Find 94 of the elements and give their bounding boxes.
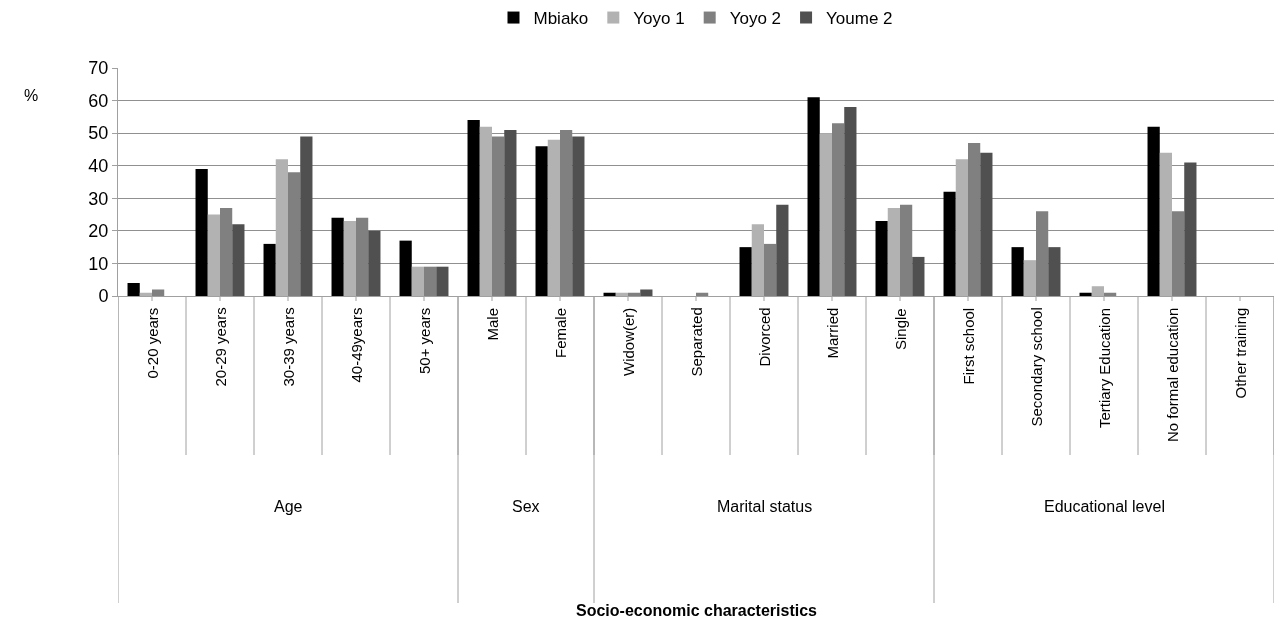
bar [1172, 211, 1185, 296]
y-tick-label: 10 [88, 253, 109, 274]
bar [152, 289, 165, 296]
bar [1184, 162, 1197, 296]
x-tick-label: 30-39 years [279, 307, 297, 387]
bar [343, 221, 356, 296]
bar [1147, 126, 1160, 296]
bar [195, 168, 208, 296]
bar [300, 136, 313, 296]
bar [436, 266, 449, 296]
bar [1011, 247, 1024, 296]
y-tick-label: 50 [88, 123, 109, 144]
bar [980, 152, 993, 296]
bar [819, 133, 832, 296]
x-tick-label: Divorced [755, 307, 773, 367]
bar [399, 240, 412, 296]
x-tick-label: Single [892, 308, 909, 350]
bar [424, 266, 437, 296]
bar [764, 243, 777, 296]
bar [615, 292, 628, 296]
y-tick-label: 40 [88, 156, 109, 177]
bar [220, 208, 233, 296]
bar [900, 204, 913, 296]
bar [751, 224, 764, 296]
x-tick-label: First school [959, 307, 977, 385]
bar [912, 256, 925, 296]
x-tick-label: Tertiary Education [1096, 307, 1113, 428]
x-tick-label: Married [823, 307, 841, 359]
bar [331, 217, 344, 296]
bar [603, 292, 616, 296]
bar [628, 292, 641, 296]
text: Marital status [717, 498, 813, 515]
bar [1091, 286, 1104, 296]
bar [232, 224, 245, 296]
y-tick-label: 20 [88, 221, 109, 242]
bar [1159, 152, 1172, 296]
bar [955, 159, 968, 296]
bar [356, 217, 369, 296]
bar [467, 120, 480, 296]
bar [640, 289, 653, 296]
bar [875, 221, 888, 296]
bar [1079, 292, 1092, 296]
bar [411, 266, 424, 296]
bar [696, 292, 709, 296]
bar [479, 126, 492, 296]
y-tick-label: 0 [98, 286, 109, 307]
bar [288, 172, 301, 296]
bar [776, 204, 789, 296]
bar [887, 208, 900, 296]
bar [504, 129, 517, 296]
x-tick-label: No formal education [1164, 307, 1181, 442]
text: Socio-economic characteristics [576, 602, 818, 619]
bar [535, 146, 548, 296]
bar [844, 107, 857, 296]
y-axis-title: % [24, 87, 39, 104]
legend-label: Yoyo 2 [729, 9, 782, 29]
bar [547, 139, 560, 296]
bar [1104, 292, 1117, 296]
bar [127, 282, 140, 296]
x-tick-label: 40-49years [347, 307, 365, 383]
bar [1023, 260, 1036, 296]
legend-label: Youme 2 [826, 9, 893, 29]
bar [1036, 211, 1049, 296]
bar [560, 129, 573, 296]
bar [943, 191, 956, 296]
x-tick-label: Separated [687, 307, 705, 377]
text: Sex [512, 498, 540, 515]
x-tick-label: 0-20 years [143, 307, 161, 379]
x-tick-label: 20-29 years [211, 307, 229, 387]
x-tick-label: Male [483, 307, 501, 341]
bar [263, 243, 276, 296]
x-tick-label: Female [552, 307, 569, 358]
x-tick-label: Secondary school [1027, 307, 1045, 427]
bar [492, 136, 505, 296]
bar [368, 230, 381, 296]
text: Age [274, 498, 303, 515]
x-tick-label: Widow(er) [620, 307, 637, 376]
x-tick-label: Other training [1231, 307, 1249, 399]
bar [807, 97, 820, 296]
legend-label: Yoyo 1 [633, 9, 685, 29]
legend-label: Mbiako [533, 9, 589, 29]
bar [832, 123, 845, 296]
x-tick-label: 50+ years [416, 307, 433, 374]
y-tick-label: 70 [88, 58, 109, 79]
bar [207, 214, 220, 296]
bar [275, 159, 288, 296]
bar [572, 136, 585, 296]
y-tick-label: 30 [88, 188, 109, 209]
bar [1048, 247, 1061, 296]
text: Educational level [1044, 498, 1165, 515]
y-tick-label: 60 [88, 90, 109, 111]
bar [968, 142, 981, 296]
bar [739, 247, 752, 296]
bar [139, 292, 152, 296]
